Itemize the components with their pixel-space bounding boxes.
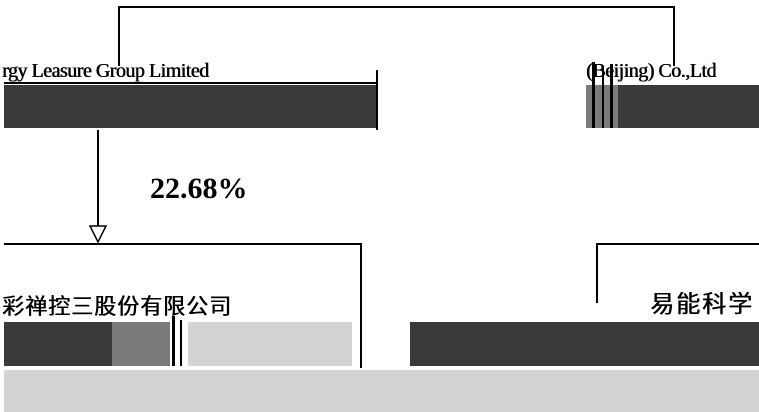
bottom-left-box-top-rule <box>4 243 362 245</box>
top-box-left-bar <box>4 85 376 128</box>
bottom-right-bar <box>410 322 759 366</box>
top-box-left-edge <box>376 70 378 130</box>
arrow-head-icon <box>88 225 108 244</box>
bracket-top-line <box>118 6 675 8</box>
bottom-right-box-left-edge <box>596 243 598 303</box>
bracket-right-line <box>673 6 675 66</box>
bottom-left-tick-1 <box>172 316 175 366</box>
top-box-left-rule <box>4 82 376 84</box>
bottom-left-box-label: 彩禅控三股份有限公司 <box>2 294 233 319</box>
arrow-shaft <box>97 130 99 230</box>
bottom-left-tick-2 <box>180 320 182 366</box>
bracket-left-line <box>118 6 120 66</box>
bottom-left-box-right-edge <box>360 243 362 368</box>
bottom-right-box-top-rule <box>598 243 759 245</box>
top-box-right-bar <box>618 85 759 128</box>
bottom-band <box>4 370 759 412</box>
bottom-left-bar-3 <box>188 322 352 366</box>
top-box-right-tick-3 <box>610 64 613 128</box>
bottom-right-box-label: 易能科学 <box>650 292 754 318</box>
bottom-left-bar-2 <box>112 322 170 366</box>
top-box-right-tick-1 <box>592 62 595 128</box>
bottom-left-bar-1 <box>4 322 112 366</box>
top-box-label-right: (Beijing) Co.,Ltd <box>586 60 716 82</box>
top-box-right-tick-2 <box>602 66 604 128</box>
ownership-percentage: 22.68% <box>150 172 248 205</box>
top-box-label-left: rgy Leasure Group Limited <box>2 60 209 82</box>
